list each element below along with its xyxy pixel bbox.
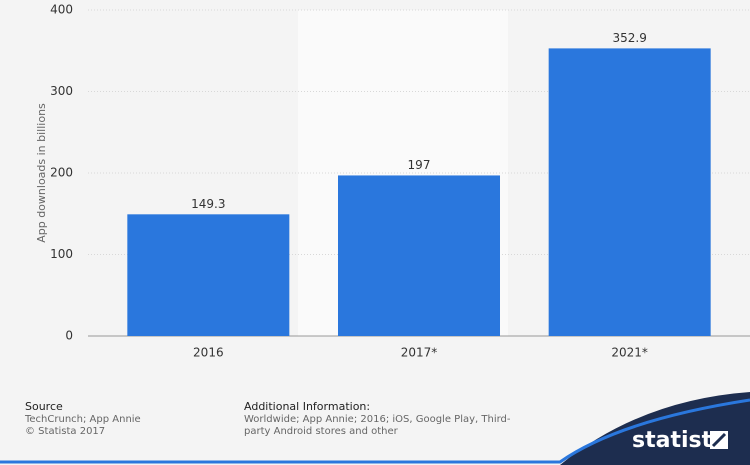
brand-shape — [560, 392, 750, 465]
data-label: 352.9 — [612, 31, 646, 45]
x-tick-label: 2017* — [401, 346, 438, 360]
data-label: 197 — [408, 158, 431, 172]
chart: App downloads in billions 0 100 200 300 400 2… — [35, 3, 750, 360]
y-axis-label: App downloads in billions — [35, 103, 48, 243]
y-tick-label: 200 — [50, 166, 73, 180]
bar — [338, 175, 500, 336]
source: Source TechCrunch; App Annie © Statista … — [25, 401, 205, 438]
brand-logo: statista — [632, 428, 727, 453]
y-tick-label: 0 — [65, 329, 73, 343]
y-tick-label: 300 — [50, 84, 73, 98]
x-tick-label: 2021* — [611, 346, 648, 360]
bar — [548, 48, 711, 336]
source-line: TechCrunch; App Annie — [25, 414, 141, 425]
source-line: © Statista 2017 — [25, 426, 106, 437]
brand-icon — [710, 431, 728, 449]
additional-info: Additional Information: Worldwide; App A… — [244, 401, 524, 438]
bar — [127, 214, 290, 336]
y-tick-label: 400 — [50, 3, 73, 17]
source-title: Source — [25, 400, 63, 413]
brand-icon-mark — [711, 432, 727, 448]
info-title: Additional Information: — [244, 400, 371, 413]
info-text: Worldwide; App Annie; 2016; iOS, Google … — [244, 414, 511, 437]
y-tick-label: 100 — [50, 247, 73, 261]
data-label: 149.3 — [191, 197, 225, 211]
x-tick-label: 2016 — [193, 346, 224, 360]
